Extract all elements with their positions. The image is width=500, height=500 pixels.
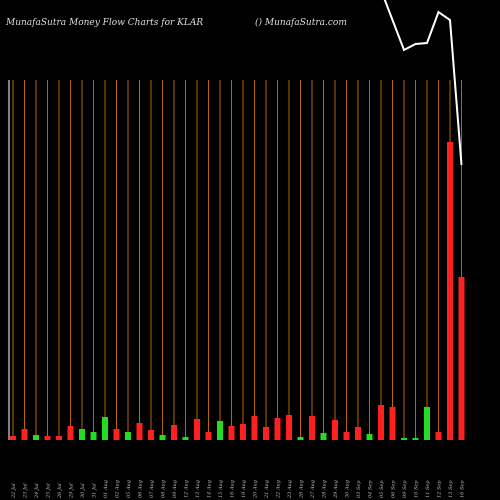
x-tick-label: 09 Aug [172, 480, 178, 498]
bar [113, 429, 120, 440]
x-tick-label: 02 Aug [115, 480, 121, 498]
x-labels: 22 Jul 23 Jul 24 Jul 25 Jul 26 Jul 29 Jul 30 J… [11, 480, 466, 499]
x-tick-label: 21 Aug [264, 480, 270, 499]
x-tick-label: 06 Aug [138, 480, 144, 498]
x-tick-label: 14 Aug [207, 480, 213, 498]
x-tick-label: 23 Aug [287, 480, 293, 499]
x-tick-label: 16 Sep [460, 480, 466, 498]
x-tick-label: 22 Jul [11, 483, 17, 499]
x-tick-label: 08 Aug [161, 480, 167, 498]
bar [67, 426, 74, 440]
bar [194, 419, 200, 440]
money-flow-line [383, 0, 463, 166]
bar [90, 432, 97, 440]
bar [33, 435, 39, 440]
bar [274, 418, 281, 440]
x-tick-label: 07 Aug [149, 480, 155, 498]
bar [297, 437, 304, 440]
bar [332, 420, 338, 440]
bar [44, 436, 51, 440]
x-tick-label: 13 Aug [195, 480, 201, 498]
bar [205, 432, 212, 440]
bar [309, 416, 315, 440]
bar [125, 432, 131, 440]
bar [136, 423, 143, 440]
bar [458, 277, 465, 440]
x-tick-label: 22 Aug [276, 480, 282, 499]
bar [102, 417, 108, 440]
x-tick-label: 04 Sep [368, 480, 374, 498]
x-tick-label: 24 Jul [34, 483, 40, 499]
bar [56, 436, 62, 440]
x-tick-label: 12 Aug [184, 480, 190, 498]
x-tick-label: 11 Sep [425, 480, 431, 498]
bar [171, 425, 177, 440]
bar [435, 432, 442, 440]
x-tick-label: 06 Sep [391, 480, 397, 498]
x-tick-label: 01 Aug [103, 480, 109, 498]
bar [401, 438, 407, 440]
grid [12, 80, 462, 440]
x-tick-label: 05 Aug [126, 480, 132, 498]
x-tick-label: 31 Jul [92, 483, 98, 498]
bar [240, 424, 246, 440]
chart-subtitle: () MunafaSutra.com [255, 17, 347, 28]
bar [10, 436, 16, 440]
bar [389, 407, 396, 440]
bar [412, 438, 419, 440]
x-tick-label: 09 Sep [402, 480, 408, 498]
bar [378, 405, 384, 440]
bar [355, 427, 361, 440]
x-tick-label: 10 Sep [414, 480, 420, 498]
x-tick-label: 16 Aug [230, 480, 236, 498]
bar [263, 427, 269, 440]
bar [217, 421, 223, 440]
x-tick-label: 27 Aug [310, 480, 316, 499]
x-tick-label: 03 Sep [356, 480, 362, 498]
x-tick-label: 20 Aug [253, 480, 259, 499]
bar [286, 415, 292, 440]
bar [366, 434, 373, 440]
x-tick-label: 23 Jul [23, 483, 29, 499]
x-tick-label: 26 Jul [57, 483, 63, 499]
bar [79, 429, 85, 440]
x-tick-label: 29 Aug [333, 480, 339, 499]
x-tick-label: 26 Aug [299, 480, 305, 499]
bar [447, 142, 453, 440]
bar [182, 437, 189, 440]
bars [10, 142, 465, 440]
x-tick-label: 30 Jul [80, 483, 86, 498]
bar [424, 407, 430, 440]
bar [251, 416, 258, 440]
x-tick-label: 29 Jul [69, 483, 75, 499]
x-tick-label: 13 Sep [448, 480, 454, 498]
x-tick-label: 05 Sep [379, 480, 385, 498]
bar [320, 433, 327, 440]
bar [148, 430, 154, 440]
chart-title: MunafaSutra Money Flow Charts for KLAR [5, 18, 203, 28]
x-tick-label: 15 Aug [218, 480, 224, 498]
bar [228, 426, 235, 440]
x-tick-label: 12 Sep [437, 480, 443, 498]
line-layer [383, 0, 463, 166]
x-tick-label: 25 Jul [46, 483, 52, 499]
bar [21, 429, 28, 440]
bar [343, 432, 350, 440]
bar [159, 435, 166, 440]
x-tick-label: 19 Aug [241, 480, 247, 498]
x-tick-label: 28 Aug [322, 480, 328, 499]
x-tick-label: 30 Aug [345, 480, 351, 498]
